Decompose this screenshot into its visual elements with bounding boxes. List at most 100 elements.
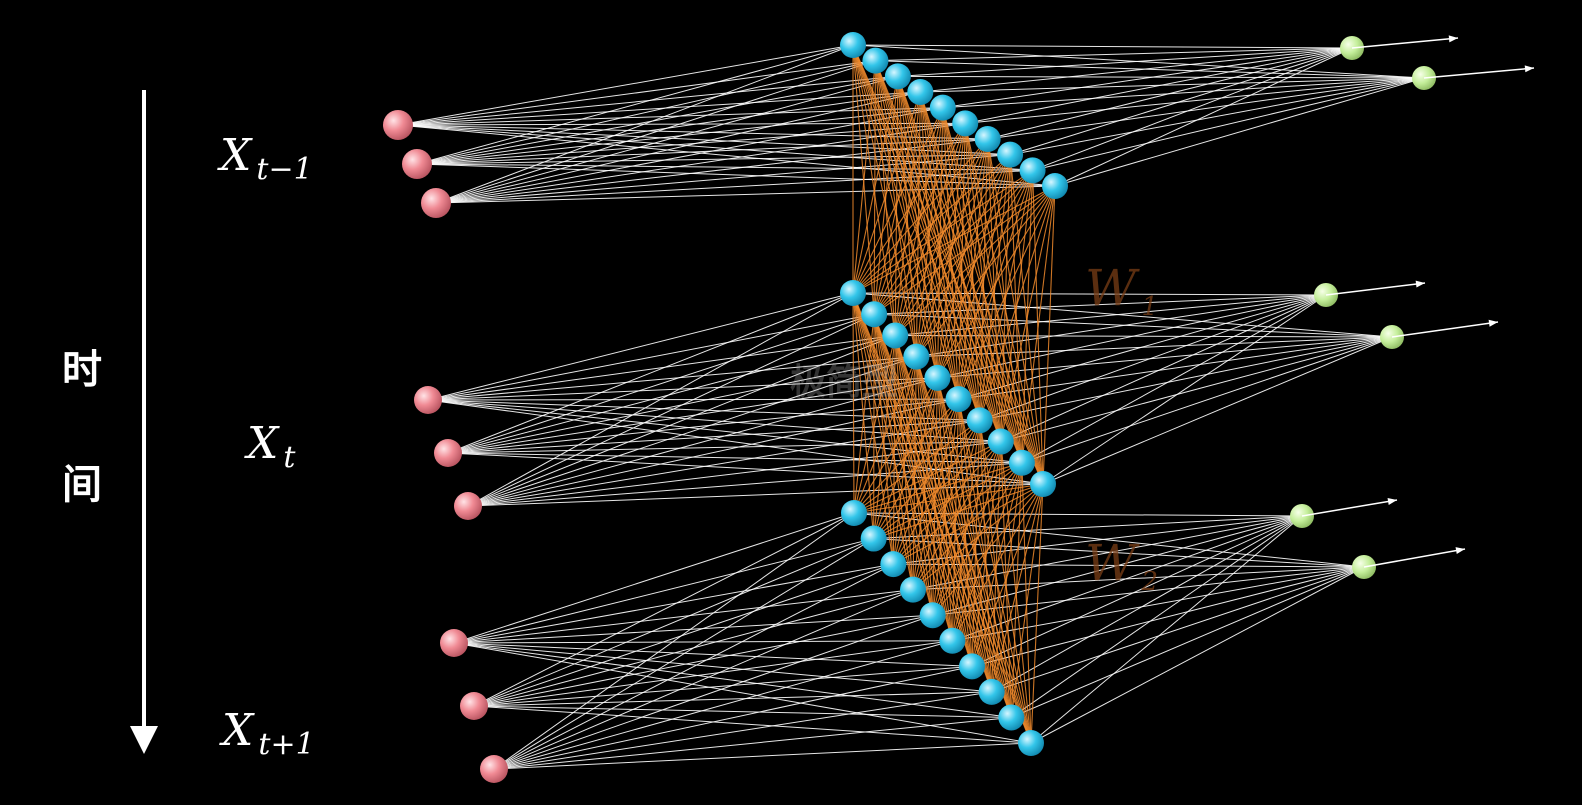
hidden-output-edge	[1011, 566, 1365, 718]
recurrent-edge	[936, 138, 989, 379]
recurrent-edge	[915, 123, 966, 357]
recurrent-edge	[852, 185, 1056, 294]
recurrent-edge	[897, 76, 1044, 485]
hidden-output-edge	[991, 515, 1303, 693]
recurrent-edges	[852, 44, 1056, 744]
input-hidden-edge	[473, 665, 973, 707]
hidden-node	[959, 653, 985, 680]
hidden-node	[966, 407, 993, 434]
recurrent-edge	[852, 44, 1044, 485]
recurrent-edge	[915, 170, 1034, 357]
hidden-output-edge	[987, 77, 1425, 140]
hidden-output-edge	[979, 336, 1393, 421]
input-hidden-edge	[435, 60, 876, 204]
hidden-node	[840, 280, 866, 306]
recurrent-edge	[873, 483, 1044, 540]
input-hidden-edge	[453, 563, 894, 644]
input-hidden-edge	[467, 483, 1044, 507]
recurrent-edge	[892, 462, 1023, 565]
input-hidden-edge	[493, 716, 1012, 770]
input-hidden-edge	[473, 705, 1012, 718]
time-label-char-2: 间	[62, 462, 102, 508]
input-hidden-edge	[427, 377, 938, 401]
input-hidden-edge	[453, 642, 1012, 718]
hidden-output-edge	[916, 336, 1393, 358]
recurrent-edge	[936, 170, 1034, 379]
recurrent-edge	[853, 441, 1002, 514]
recurrent-edge	[897, 76, 1002, 442]
input-hidden-edge	[493, 538, 874, 770]
input-node	[434, 439, 462, 467]
recurrent-edge	[915, 154, 1011, 357]
recurrent-edge	[853, 483, 1044, 514]
arrow-right-icon	[1325, 280, 1426, 296]
hidden-output-edge	[971, 515, 1303, 667]
step-label-t-base: X	[244, 418, 280, 469]
input-hidden-edge	[435, 91, 921, 204]
hidden-output-edge	[991, 566, 1365, 693]
recurrent-edge	[912, 462, 1023, 591]
arrow-right-icon	[1351, 35, 1459, 49]
hidden-node	[1030, 471, 1056, 497]
input-hidden-edge	[473, 512, 855, 707]
input-node	[421, 188, 451, 218]
step-label-t-minus-1: X t−1	[217, 130, 313, 187]
input-hidden-edge	[473, 640, 953, 707]
recurrent-edge	[852, 107, 944, 294]
recurrent-edge	[852, 123, 966, 294]
weight-label-1-base: W	[1085, 259, 1140, 317]
input-hidden-edge	[493, 691, 992, 770]
recurrent-edge	[894, 138, 989, 336]
hidden-output-edge	[965, 77, 1425, 124]
input-hidden-edge	[453, 642, 1032, 744]
output-arrows	[1301, 35, 1535, 568]
input-hidden-edge	[427, 334, 896, 401]
recurrent-edge	[853, 462, 1023, 514]
hidden-output-edge	[1009, 47, 1353, 156]
hidden-node	[929, 94, 956, 121]
network-nodes	[383, 32, 1436, 783]
hidden-output-edge	[942, 77, 1425, 109]
hidden-node	[862, 47, 889, 74]
hidden-node	[900, 576, 926, 603]
hidden-output-edge	[1021, 336, 1393, 464]
recurrent-edge	[852, 292, 1032, 744]
hidden-output-edge	[952, 566, 1365, 642]
recurrent-edge	[951, 462, 1023, 641]
input-hidden-edge	[416, 44, 854, 165]
recurrent-edge	[936, 185, 1056, 379]
recurrent-edge	[853, 356, 917, 514]
input-node	[480, 755, 508, 783]
input-hidden-edge	[397, 124, 1033, 171]
input-hidden-edge	[397, 124, 1056, 187]
hidden-output-edge	[1054, 47, 1353, 187]
input-hidden-edge	[447, 313, 875, 454]
weight-label-2-sub: 2	[1141, 567, 1159, 597]
input-hidden-edge	[453, 614, 933, 644]
hidden-node	[997, 141, 1024, 168]
hidden-node	[924, 364, 951, 391]
hidden-output-edge	[875, 60, 1425, 79]
hidden-node	[987, 428, 1014, 455]
step-label-t-sub: t	[283, 440, 296, 475]
hidden-node	[880, 551, 907, 578]
input-hidden-edge	[435, 44, 854, 204]
input-hidden-edge	[397, 122, 966, 126]
hidden-output-edge	[958, 294, 1327, 400]
hidden-node	[939, 627, 966, 654]
input-hidden-edge	[467, 356, 917, 507]
input-node	[460, 692, 488, 720]
hidden-output-edge	[912, 566, 1365, 591]
step-label-t-minus-1-sub: t−1	[256, 152, 312, 187]
recurrent-edge	[912, 420, 981, 590]
hidden-node	[974, 126, 1001, 152]
recurrent-edge	[873, 169, 1033, 315]
input-hidden-edge	[453, 589, 914, 644]
time-axis: 时 间	[62, 90, 158, 754]
input-hidden-edge	[397, 107, 943, 126]
input-hidden-edge	[397, 91, 921, 126]
hidden-node	[884, 63, 911, 90]
recurrent-edge	[873, 377, 938, 539]
input-node	[383, 110, 413, 140]
input-hidden-edge	[416, 60, 876, 165]
